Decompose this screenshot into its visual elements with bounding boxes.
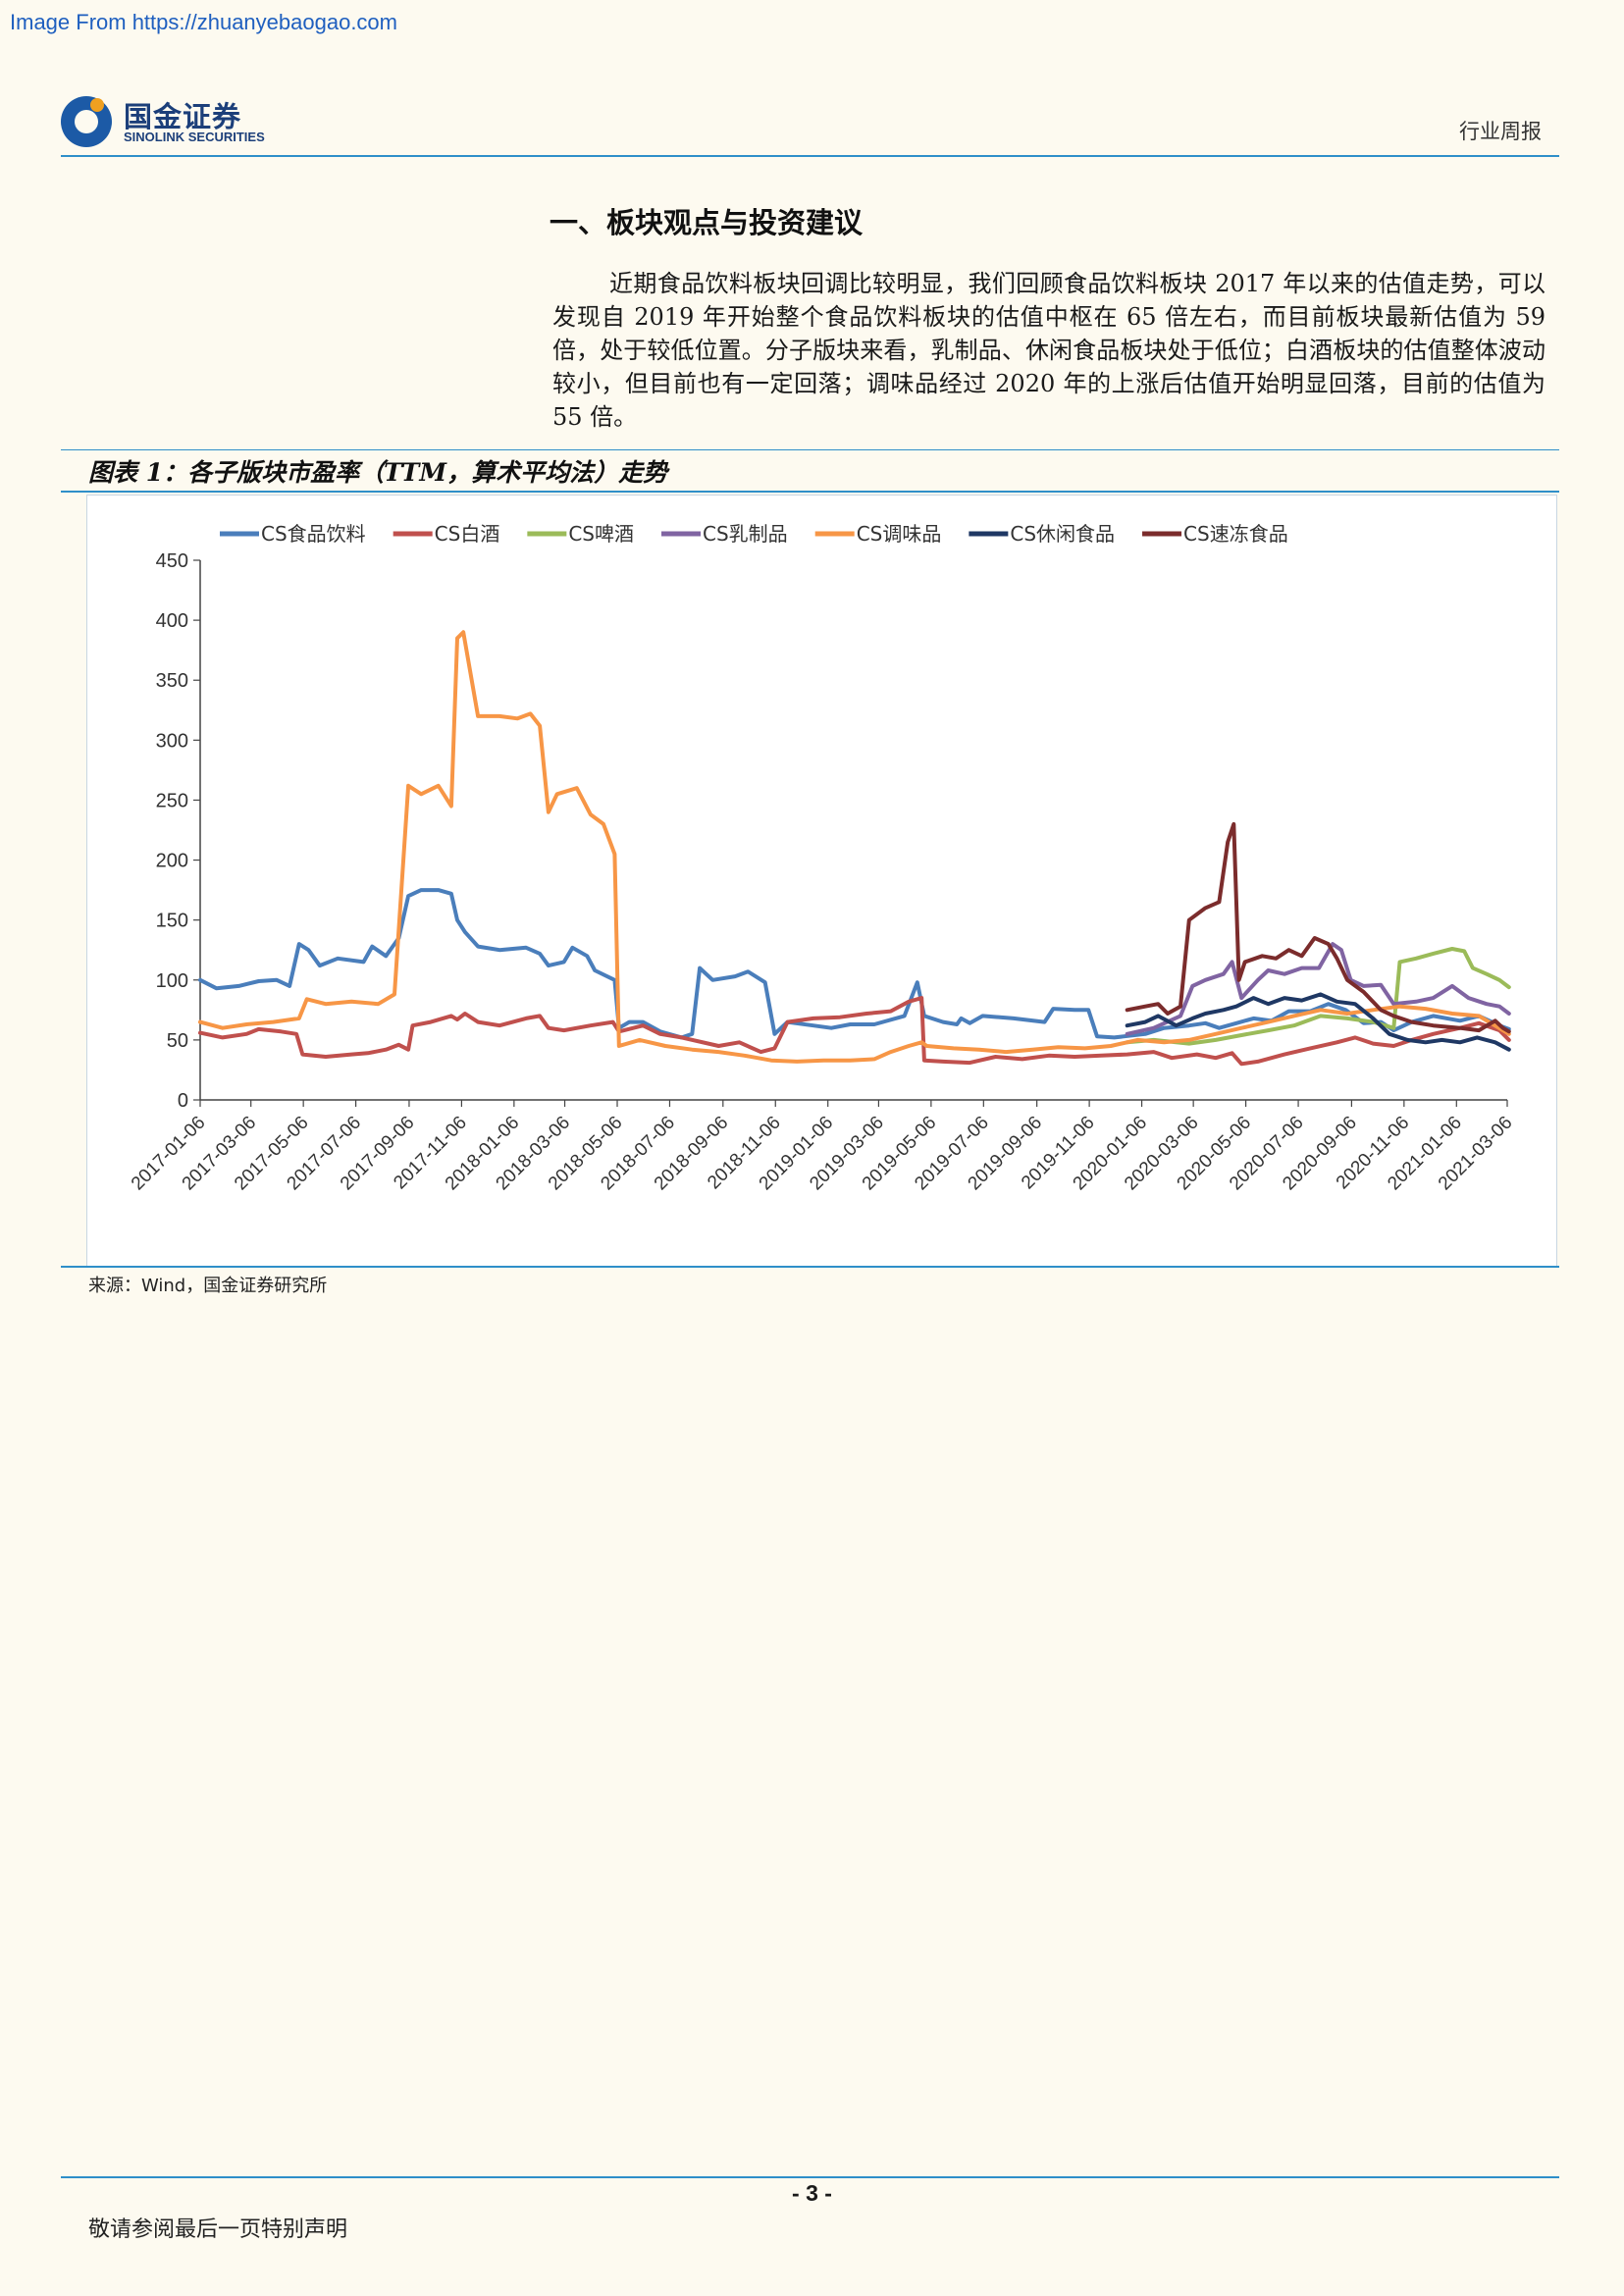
header-divider — [61, 155, 1559, 157]
y-tick-label: 200 — [156, 851, 188, 872]
chart-legend: CS食品饮料 CS白酒 CS啤酒 CS乳制品 CS调味品 CS休闲食品 CS速冻食品 — [220, 522, 1288, 546]
legend-item: CS速冻食品 — [1142, 522, 1288, 546]
y-axis: 0 50 100 150 200 250 300 350 400 450 — [156, 550, 201, 1112]
series-line-CS乳制品 — [1125, 942, 1511, 1036]
report-type: 行业周报 — [1459, 120, 1542, 143]
figure-title-divider — [61, 491, 1559, 493]
company-logo: 国金证券 SINOLINK SECURITIES — [61, 94, 296, 149]
series-line-CS休闲食品 — [1125, 992, 1511, 1052]
legend-item: CS白酒 — [393, 522, 500, 546]
y-tick-label: 150 — [156, 911, 188, 932]
legend-label: CS休闲食品 — [1010, 522, 1115, 546]
y-tick-label: 100 — [156, 970, 188, 992]
y-tick-label: 250 — [156, 790, 188, 811]
legend-label: CS食品饮料 — [261, 522, 366, 546]
y-tick-label: 50 — [167, 1030, 188, 1052]
section-title: 一、板块观点与投资建议 — [550, 206, 864, 239]
figure-source: 来源：Wind，国金证券研究所 — [88, 1276, 328, 1296]
section-paragraph: 近期食品饮料板块回调比较明显，我们回顾食品饮料板块 2017 年以来的估值走势，… — [552, 270, 1545, 431]
series-line-CS白酒 — [198, 996, 1511, 1067]
logo-icon — [61, 96, 112, 147]
y-tick-label: 450 — [156, 550, 188, 572]
figure-bottom-divider — [61, 1266, 1559, 1268]
legend-label: CS白酒 — [435, 522, 500, 546]
footer-disclaimer: 敬请参阅最后一页特别声明 — [88, 2218, 348, 2242]
footer-divider — [61, 2176, 1559, 2178]
series-line-CS速冻食品 — [1125, 821, 1511, 1034]
pe-trend-chart: CS食品饮料 CS白酒 CS啤酒 CS乳制品 CS调味品 CS休闲食品 CS速冻食品 0 50… — [128, 522, 1517, 1194]
page-number: - 3 - — [792, 2180, 832, 2206]
legend-item: CS调味品 — [814, 522, 942, 546]
logo-name-cn: 国金证券 — [124, 100, 242, 133]
series-line-CS啤酒 — [1125, 947, 1511, 1046]
x-axis: 2017-01-062017-03-062017-05-062017-07-06… — [128, 1099, 1517, 1194]
figure-top-divider — [61, 449, 1559, 450]
series-line-CS食品饮料 — [198, 888, 1511, 1040]
y-tick-label: 350 — [156, 670, 188, 692]
legend-label: CS调味品 — [857, 522, 942, 546]
logo-name-en: SINOLINK SECURITIES — [124, 130, 265, 144]
legend-item: CS食品饮料 — [220, 522, 366, 546]
series-line-CS调味品 — [198, 630, 1511, 1064]
y-tick-label: 300 — [156, 730, 188, 752]
chart-container: CS食品饮料 CS白酒 CS啤酒 CS乳制品 CS调味品 CS休闲食品 CS速冻食品 0 50… — [86, 495, 1557, 1268]
legend-item: CS乳制品 — [661, 522, 788, 546]
legend-label: CS乳制品 — [703, 522, 788, 546]
y-tick-label: 0 — [178, 1090, 188, 1112]
legend-item: CS休闲食品 — [969, 522, 1115, 546]
series-lines — [198, 630, 1511, 1067]
figure-title: 图表 1：各子版块市盈率（TTM，算术平均法）走势 — [88, 458, 668, 487]
legend-label: CS啤酒 — [568, 522, 634, 546]
watermark[interactable]: Image From https://zhuanyebaogao.com — [10, 10, 397, 34]
legend-item: CS啤酒 — [527, 522, 634, 546]
y-tick-label: 400 — [156, 610, 188, 632]
legend-label: CS速冻食品 — [1183, 522, 1288, 546]
